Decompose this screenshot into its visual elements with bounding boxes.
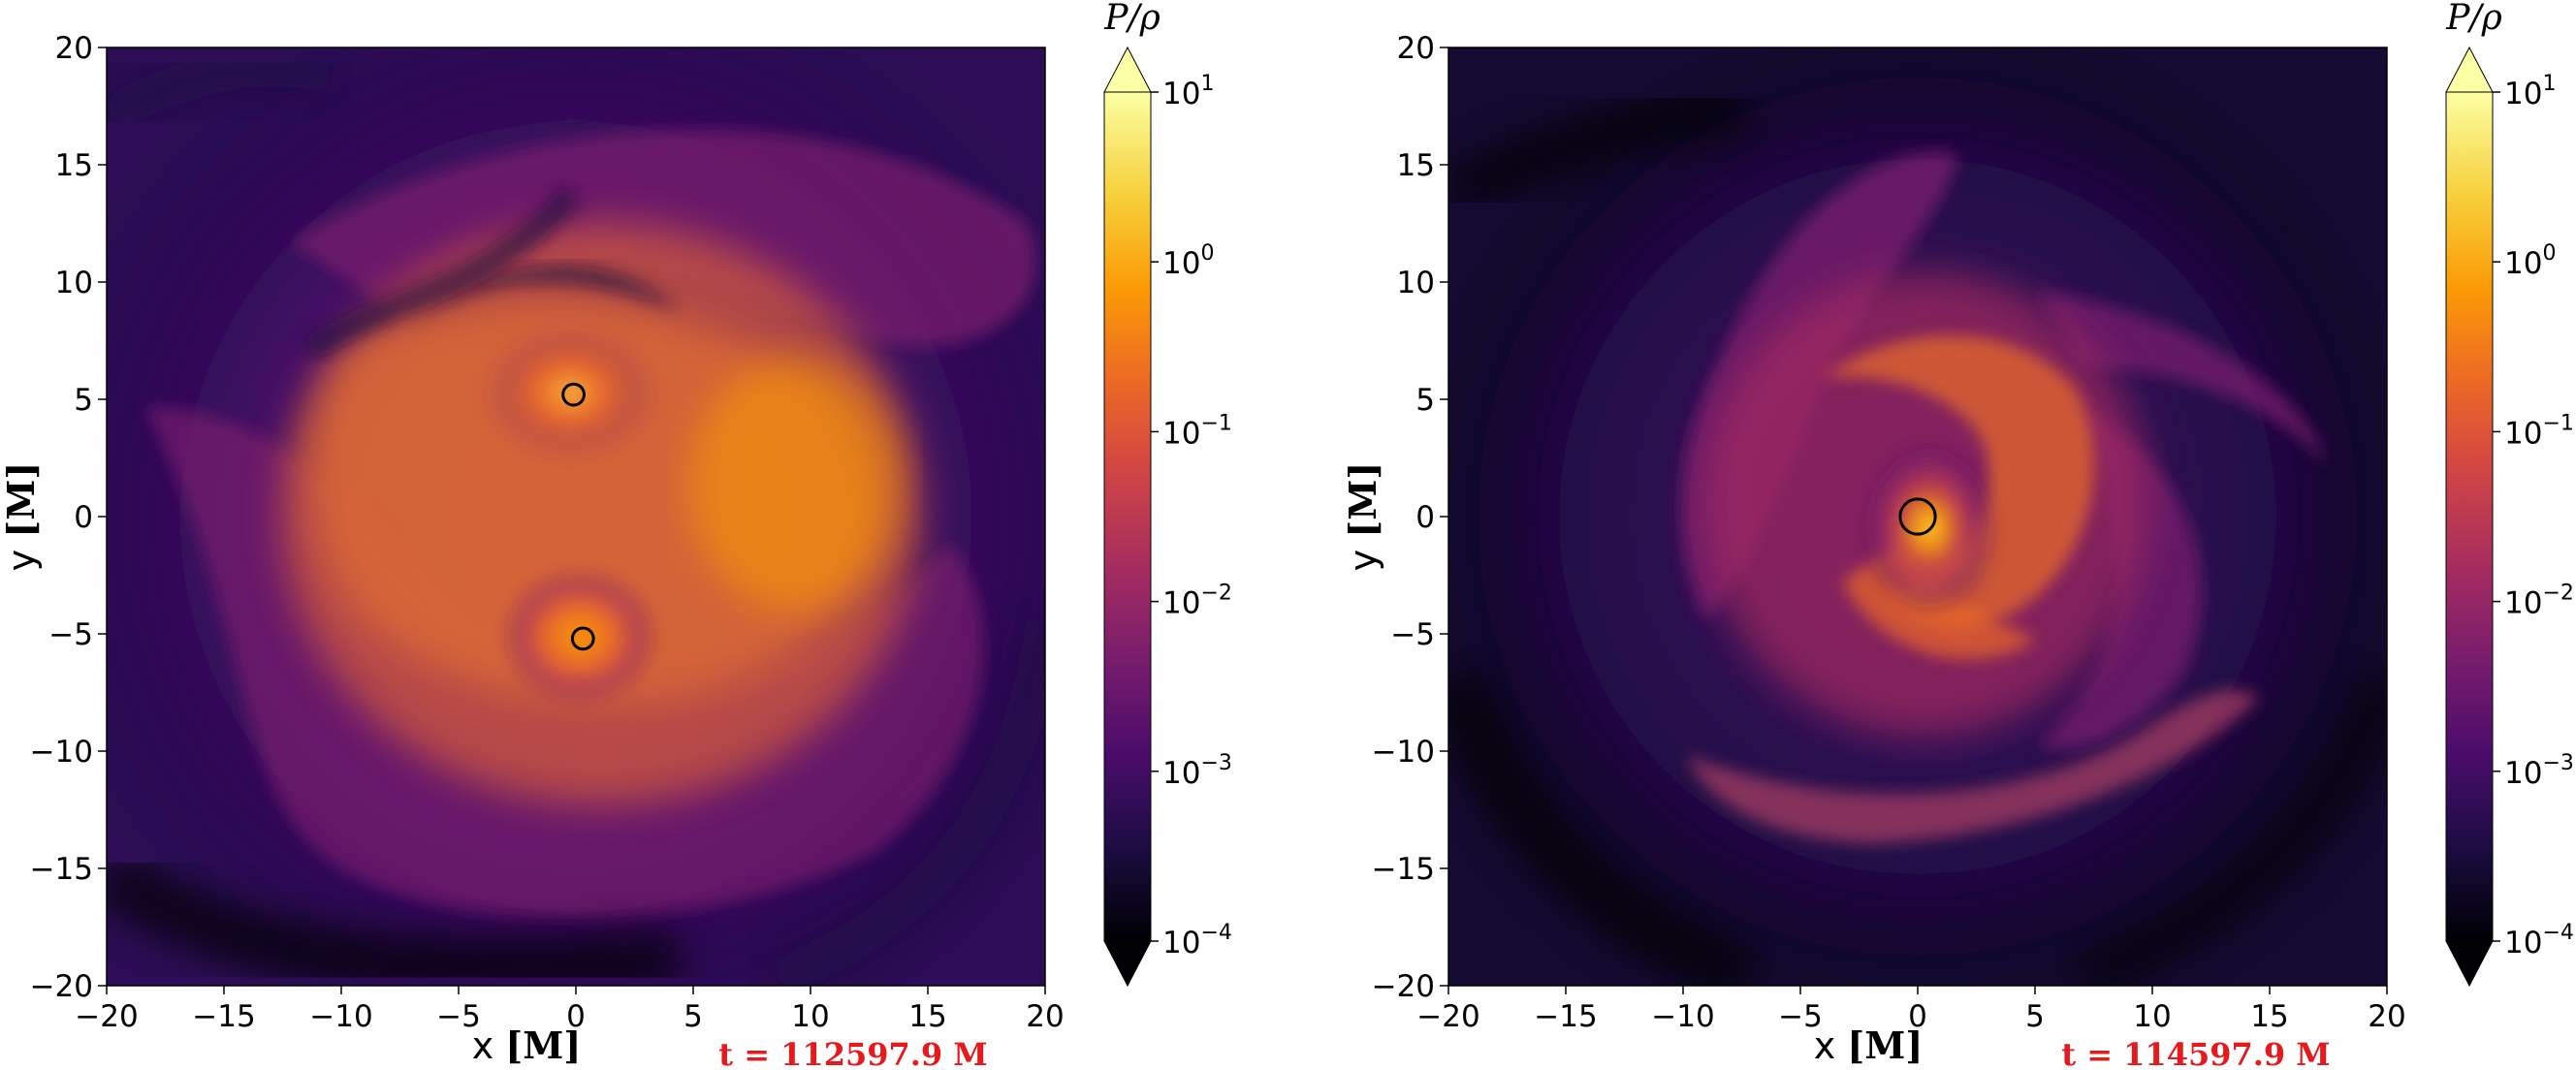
- time-annotation-right: t = 114597.9 M: [2061, 1036, 2330, 1070]
- colorbar-extend-max-left: [1103, 46, 1152, 93]
- x-axis-label-left: x [M]: [472, 1023, 582, 1067]
- colorbar-right: P/ρ 101 100 10−1 10−2 10−3 10−4: [2445, 0, 2574, 988]
- y-axis-label-left: y [M]: [0, 462, 43, 572]
- y-tick-label: −5: [48, 617, 93, 652]
- colorbar-gradient-left: [1104, 92, 1151, 941]
- y-tick-label: 15: [55, 148, 93, 183]
- colorbar-title-left: P/ρ: [1103, 0, 1161, 38]
- colorbar-tick-label: 10−3: [2504, 751, 2574, 791]
- colorbar-ticks-right: 101 100 10−1 10−2 10−3 10−4: [2493, 72, 2574, 960]
- x-tick-label: 0: [1908, 999, 1927, 1034]
- y-tick-label: −15: [1372, 852, 1435, 887]
- x-tick-label: −10: [1651, 999, 1714, 1034]
- colorbar-tick-label: 10−4: [2504, 921, 2574, 960]
- colorbar-tick-label: 10−1: [2504, 411, 2574, 451]
- colorbar-tick-label: 101: [2504, 72, 2556, 111]
- heatmap-image-left: [107, 47, 1045, 986]
- bh-markers-right: [1898, 497, 1937, 536]
- y-tick-label: −15: [30, 852, 93, 887]
- black-hole-marker: [570, 626, 595, 651]
- colorbar-extend-min-left: [1103, 940, 1152, 988]
- x-tick-label: 5: [684, 999, 703, 1034]
- y-tick-label: 15: [1397, 148, 1435, 183]
- x-axis-label-right: x [M]: [1814, 1023, 1924, 1067]
- colorbar-tick-label: 10−1: [1162, 411, 1232, 451]
- colorbar-ticks-left: 101 100 10−1 10−2 10−3 10−4: [1151, 72, 1232, 960]
- bh-markers-left: [561, 382, 595, 651]
- heatmap-image-right: [1448, 47, 2387, 986]
- heatmap-panel-right: −20 −15 −10 −5 0 5 10 15 20 −20−15−10−505101520 …: [1341, 31, 2406, 1070]
- colorbar-tick-label: 100: [1162, 241, 1214, 281]
- y-tick-label: 20: [55, 31, 93, 66]
- black-hole-marker: [1898, 497, 1937, 536]
- x-axis-ticks-right: −20 −15 −10 −5 0 5 10 15 20: [1416, 986, 2406, 1034]
- colorbar-tick-label: 10−2: [2504, 582, 2574, 621]
- x-axis-ticks-left: −20 −15 −10 −5 0 5 10 15 20: [75, 986, 1065, 1034]
- colorbar-tick-label: 10−3: [1162, 751, 1232, 791]
- colorbar-extend-max-right: [2445, 46, 2494, 93]
- y-tick-label: 5: [1415, 383, 1435, 418]
- x-tick-label: 15: [908, 999, 946, 1034]
- x-tick-label: 0: [566, 999, 586, 1034]
- y-tick-label: 20: [1397, 31, 1435, 66]
- colorbar-tick-label: 101: [1162, 72, 1214, 111]
- x-tick-label: −15: [192, 999, 255, 1034]
- y-tick-label: −10: [1372, 735, 1435, 770]
- x-tick-label: 10: [2133, 999, 2171, 1034]
- colorbar-title-right: P/ρ: [2445, 0, 2502, 38]
- colorbar-tick-label: 100: [2504, 241, 2556, 281]
- colorbar-tick-label: 10−4: [1162, 921, 1232, 960]
- y-tick-label: 5: [74, 383, 93, 418]
- x-tick-label: 10: [791, 999, 829, 1034]
- colorbar-extend-min-right: [2445, 940, 2494, 988]
- x-tick-label: −10: [309, 999, 372, 1034]
- y-tick-label: 10: [1397, 266, 1435, 300]
- x-tick-label: −5: [1778, 999, 1823, 1034]
- y-tick-label: −20: [30, 969, 93, 1004]
- x-tick-label: −20: [75, 999, 138, 1034]
- black-hole-marker: [561, 382, 586, 407]
- time-annotation-left: t = 112597.9 M: [718, 1036, 987, 1070]
- colorbar-gradient-right: [2446, 92, 2493, 941]
- x-tick-label: 15: [2250, 999, 2288, 1034]
- y-axis-ticks-left: −20 −15 −10 −5 0 5 10 15 20: [30, 31, 107, 1004]
- x-tick-label: −20: [1416, 999, 1479, 1034]
- x-tick-label: 5: [2025, 999, 2045, 1034]
- x-tick-label: 20: [2368, 999, 2405, 1034]
- y-tick-label: −10: [30, 735, 93, 770]
- y-axis-ticks-right: −20 −15 −10 −5 0 5 10 15 20: [1372, 31, 1448, 1004]
- heatmap-panel-left: −20 −15 −10 −5 0 5 10 15 20 −20−15−10−505101520 …: [0, 31, 1065, 1070]
- y-axis-label-right: y [M]: [1341, 462, 1384, 572]
- colorbar-tick-label: 10−2: [1162, 582, 1232, 621]
- colorbar-left: P/ρ 101 100 10−1 10−2 10−3 10−4: [1103, 0, 1232, 988]
- y-tick-label: 10: [55, 266, 93, 300]
- y-tick-label: 0: [1415, 500, 1435, 535]
- x-tick-label: 20: [1026, 999, 1064, 1034]
- x-tick-label: −15: [1534, 999, 1597, 1034]
- x-tick-label: −5: [436, 999, 481, 1034]
- y-tick-label: −20: [1372, 969, 1435, 1004]
- y-tick-label: −5: [1390, 617, 1435, 652]
- y-tick-label: 0: [74, 500, 93, 535]
